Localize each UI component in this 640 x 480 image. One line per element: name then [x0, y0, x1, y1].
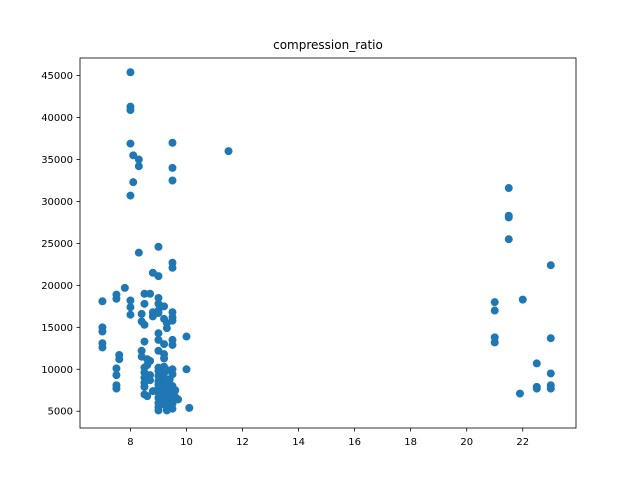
- data-point: [160, 340, 169, 349]
- data-point: [162, 406, 171, 415]
- y-tick-label: 25000: [41, 239, 73, 250]
- y-tick-label: 30000: [41, 197, 73, 208]
- data-point: [504, 184, 513, 193]
- data-point: [546, 261, 555, 270]
- data-point: [168, 138, 177, 147]
- data-point: [490, 298, 499, 307]
- data-point: [168, 340, 177, 349]
- data-point: [154, 293, 163, 302]
- data-point: [112, 294, 121, 303]
- data-point: [134, 155, 143, 164]
- data-point: [168, 263, 177, 272]
- data-point: [112, 364, 121, 373]
- data-point: [140, 320, 149, 329]
- data-point: [182, 365, 191, 374]
- data-point: [154, 329, 163, 338]
- data-point: [126, 310, 135, 319]
- data-point: [185, 403, 194, 412]
- data-point: [148, 268, 157, 277]
- data-point: [168, 316, 177, 325]
- data-point: [115, 355, 124, 364]
- x-tick-label: 8: [127, 437, 133, 448]
- data-point: [137, 309, 146, 318]
- data-point: [112, 384, 121, 393]
- data-point: [143, 361, 152, 370]
- data-point: [162, 324, 171, 333]
- x-tick-label: 12: [236, 437, 249, 448]
- data-point: [154, 406, 163, 415]
- data-point: [532, 384, 541, 393]
- data-point: [171, 386, 180, 395]
- data-point: [146, 289, 155, 298]
- data-point: [518, 295, 527, 304]
- data-point: [134, 248, 143, 257]
- data-point: [129, 151, 138, 160]
- data-point: [98, 343, 107, 352]
- data-point: [546, 384, 555, 393]
- data-point: [143, 392, 152, 401]
- y-tick-label: 10000: [41, 365, 73, 376]
- data-point: [126, 106, 135, 115]
- data-point: [490, 306, 499, 315]
- data-point: [182, 332, 191, 341]
- data-point: [515, 389, 524, 398]
- data-point: [146, 376, 155, 385]
- data-point: [126, 191, 135, 200]
- data-point: [504, 213, 513, 222]
- data-point: [504, 235, 513, 244]
- x-tick-label: 18: [404, 437, 417, 448]
- data-point: [129, 178, 138, 187]
- data-point: [140, 289, 149, 298]
- y-axis: 5000 10000 15000 20000 25000 30000 35000 40000 4…: [41, 71, 80, 418]
- y-tick-label: 20000: [41, 281, 73, 292]
- data-point: [140, 299, 149, 308]
- data-point: [168, 176, 177, 185]
- x-tick-label: 22: [516, 437, 529, 448]
- data-point: [140, 382, 149, 391]
- data-point: [126, 139, 135, 148]
- y-tick-label: 5000: [48, 407, 73, 418]
- scatter-points: [98, 68, 555, 415]
- chart-title: compression_ratio: [273, 38, 383, 52]
- data-point: [137, 346, 146, 355]
- data-point: [98, 297, 107, 306]
- plot-area: [79, 57, 577, 429]
- data-point: [168, 163, 177, 172]
- y-tick-label: 45000: [41, 71, 73, 82]
- x-tick-label: 10: [180, 437, 193, 448]
- data-point: [154, 242, 163, 251]
- y-tick-label: 15000: [41, 323, 73, 334]
- data-point: [532, 359, 541, 368]
- data-point: [98, 327, 107, 336]
- data-point: [126, 68, 135, 77]
- data-point: [160, 354, 169, 363]
- data-point: [154, 335, 163, 344]
- data-point: [546, 334, 555, 343]
- data-point: [546, 369, 555, 378]
- data-point: [134, 162, 143, 171]
- y-tick-label: 35000: [41, 155, 73, 166]
- x-tick-label: 14: [292, 437, 305, 448]
- data-point: [168, 370, 177, 379]
- x-tick-label: 20: [460, 437, 473, 448]
- data-point: [126, 303, 135, 312]
- data-point: [120, 283, 129, 292]
- x-axis: 8 10 12 14 16 18 20 22: [127, 428, 529, 448]
- data-point: [224, 147, 233, 156]
- data-point: [490, 338, 499, 347]
- data-point: [140, 337, 149, 346]
- data-point: [112, 371, 121, 380]
- data-point: [174, 395, 183, 404]
- x-tick-label: 16: [348, 437, 361, 448]
- y-tick-label: 40000: [41, 113, 73, 124]
- data-point: [160, 302, 169, 311]
- data-point: [154, 309, 163, 318]
- data-point: [126, 296, 135, 305]
